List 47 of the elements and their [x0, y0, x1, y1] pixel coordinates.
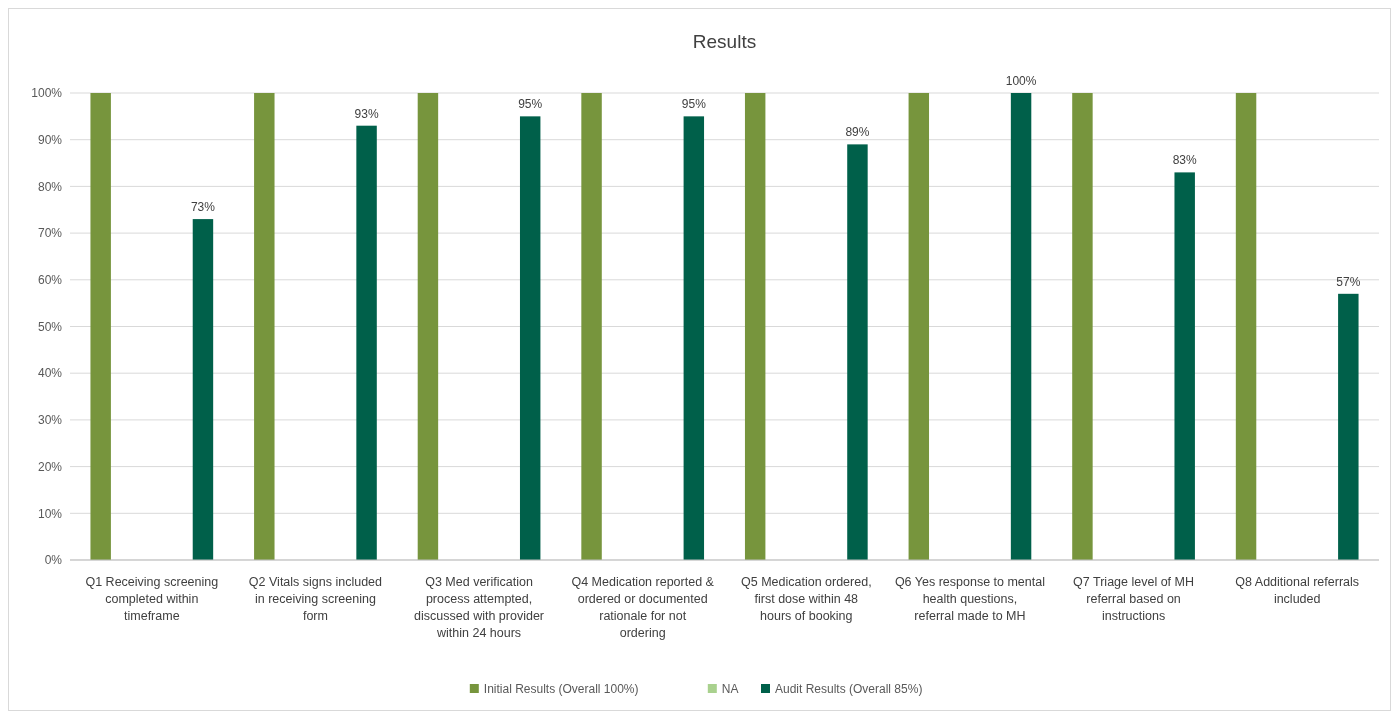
data-label: 57% — [1336, 274, 1361, 289]
y-tick-label: 0% — [44, 553, 63, 568]
data-label: 95% — [681, 97, 707, 112]
legend-label: Initial Results (Overall 100%) — [483, 682, 639, 696]
legend-label: Audit Results (Overall 85%) — [775, 682, 923, 696]
data-label: 89% — [845, 125, 870, 140]
bar — [519, 116, 541, 560]
bar — [581, 93, 602, 560]
chart-title: Results — [692, 31, 757, 52]
bar — [90, 93, 111, 560]
bar — [908, 93, 930, 560]
x-tick-label: Q4 Medication reported & ordered or documented rationale for not ordering — [571, 575, 715, 640]
y-tick-label: 100% — [31, 86, 63, 101]
bar — [254, 93, 275, 560]
y-tick-label: 60% — [37, 273, 63, 287]
y-tick-label: 70% — [37, 226, 63, 241]
y-tick-label: 30% — [37, 413, 63, 428]
y-tick-label: 10% — [37, 506, 63, 521]
x-tick-label: Q5 Medication ordered, first dose within 48 hours of booking — [740, 575, 872, 623]
data-label: 100% — [1005, 74, 1037, 88]
y-tick-label: 20% — [37, 459, 63, 474]
x-tick-label: Q7 Triage level of MH referral based on instructions — [1073, 575, 1195, 623]
legend-label: NA — [721, 682, 739, 696]
x-tick-label: Q3 Med verification process attempted, discussed with provider within 24 hours — [414, 575, 545, 640]
bar — [744, 93, 766, 560]
x-tick-label: Q1 Receiving screening completed within timeframe — [85, 575, 219, 623]
data-label: 73% — [190, 200, 216, 215]
data-label: 95% — [518, 97, 543, 112]
x-tick-label: Q6 Yes response to mental health questions, referral made to MH — [894, 575, 1045, 623]
y-tick-label: 40% — [37, 366, 63, 381]
bar — [356, 125, 377, 560]
y-tick-label: 80% — [37, 179, 63, 194]
bar — [683, 116, 705, 560]
bar — [1338, 293, 1359, 560]
x-tick-label: Q8 Additional referrals included — [1235, 575, 1360, 606]
bar — [1235, 93, 1257, 560]
y-tick-label: 90% — [37, 132, 63, 147]
bar — [847, 144, 868, 560]
bar — [1010, 93, 1032, 560]
x-tick-label: Q2 Vitals signs included in receiving screening form — [248, 575, 383, 623]
data-label: 93% — [354, 106, 379, 121]
bar — [192, 219, 214, 560]
y-tick-label: 50% — [37, 319, 63, 334]
bar — [1174, 172, 1195, 560]
data-label: 83% — [1172, 153, 1198, 168]
bar — [417, 93, 439, 560]
bar — [1072, 93, 1093, 560]
